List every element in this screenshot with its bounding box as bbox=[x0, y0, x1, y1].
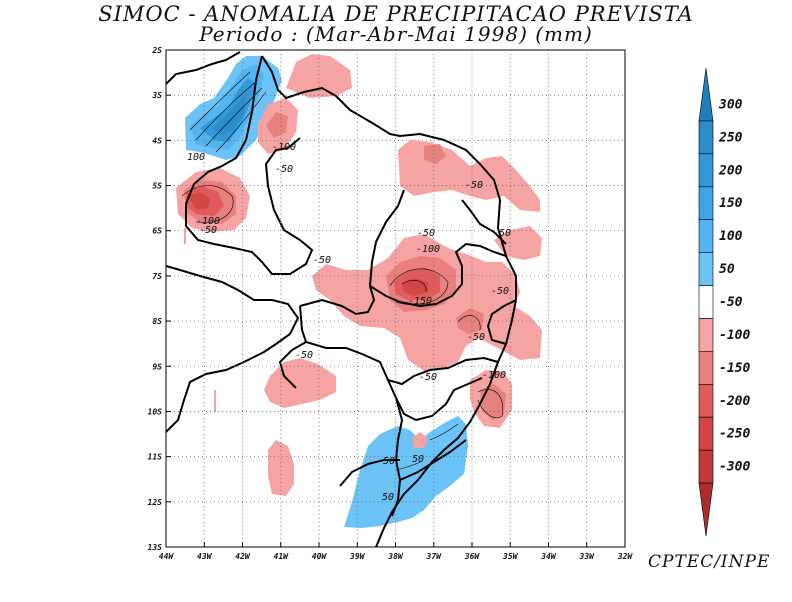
contour-label: -50 bbox=[419, 372, 437, 383]
lat-tick-label: 11S bbox=[148, 453, 163, 462]
lat-tick-label: 13S bbox=[148, 543, 163, 552]
contour-label: -50 bbox=[199, 225, 217, 236]
lon-tick-label: 37W bbox=[426, 552, 443, 561]
lat-tick-label: 7S bbox=[152, 272, 162, 281]
lon-tick-label: 41W bbox=[274, 552, 290, 561]
lat-tick-label: 8S bbox=[152, 317, 162, 326]
lat-tick-label: 10S bbox=[148, 407, 163, 416]
colorbar-label: -300 bbox=[719, 460, 750, 475]
lon-tick-label: 39W bbox=[349, 552, 366, 561]
map-title: SIMOC - ANOMALIA DE PRECIPITACAO PREVIST… bbox=[98, 2, 694, 26]
contour-label: -100 bbox=[416, 244, 440, 255]
negative-spur-3 bbox=[412, 432, 428, 448]
lat-tick-label: 4S bbox=[152, 136, 162, 145]
contour-label: 50 bbox=[412, 454, 424, 465]
lat-tick-label: 6S bbox=[152, 227, 162, 236]
contour-label: -50 bbox=[417, 228, 435, 239]
colorbar-segment bbox=[698, 285, 714, 319]
colorbar-label: -50 bbox=[719, 295, 743, 310]
negative-anomaly-ne bbox=[398, 140, 540, 212]
negative-anomaly-n2 bbox=[286, 54, 352, 98]
negative-anomaly-sw bbox=[264, 358, 336, 408]
lon-tick-label: 33W bbox=[579, 552, 596, 561]
contour-label: -50 bbox=[465, 180, 483, 191]
contour-label: -100 bbox=[272, 142, 296, 153]
lon-tick-label: 43W bbox=[197, 552, 213, 561]
contour-label: 50 bbox=[382, 492, 394, 503]
colorbar-label: -200 bbox=[719, 394, 750, 409]
lon-tick-label: 44W bbox=[159, 552, 175, 561]
lon-tick-label: 42W bbox=[235, 552, 251, 561]
colorbar-segment bbox=[698, 416, 714, 451]
colorbar-segment bbox=[698, 153, 714, 188]
colorbar-label: -100 bbox=[719, 328, 750, 343]
contour-label: -50 bbox=[313, 255, 331, 266]
lon-tick-label: 40W bbox=[312, 552, 328, 561]
negative-anomaly-e1 bbox=[494, 226, 542, 260]
colorbar: 300 250 200 150 100 50 -50 -100 -150 -200 -250 -300 bbox=[698, 67, 750, 537]
colorbar-label: -250 bbox=[719, 427, 750, 442]
lon-tick-label: 32W bbox=[617, 552, 634, 561]
negative-spur-1 bbox=[184, 228, 186, 244]
lat-tick-label: 3S bbox=[151, 91, 162, 100]
colorbar-segment bbox=[698, 120, 714, 155]
colorbar-label: 150 bbox=[719, 196, 743, 211]
positive-anomaly-nw-4 bbox=[212, 94, 246, 136]
colorbar-segment bbox=[698, 449, 714, 484]
map-subtitle: Periodo : (Mar-Abr-Mai 1998) (mm) bbox=[199, 22, 593, 46]
contour-label: -100 bbox=[482, 370, 506, 381]
lon-tick-label: 35W bbox=[502, 552, 519, 561]
negative-anomaly-s bbox=[268, 440, 294, 496]
contour-label: 100 bbox=[187, 152, 205, 163]
state-boundaries bbox=[166, 51, 517, 547]
colorbar-segment bbox=[698, 219, 714, 253]
lon-tick-label: 36W bbox=[464, 552, 481, 561]
contour-label: -50 bbox=[275, 164, 293, 175]
lat-tick-label: 5S bbox=[152, 182, 162, 191]
negative-spur-2 bbox=[214, 390, 216, 412]
colorbar-segment bbox=[698, 67, 714, 122]
colorbar-segment bbox=[698, 384, 714, 418]
negative-anomaly-w-4 bbox=[188, 192, 210, 210]
colorbar-label: -150 bbox=[719, 361, 750, 376]
lon-tick-label: 38W bbox=[387, 552, 404, 561]
lon-tick-label: 34W bbox=[540, 552, 557, 561]
credit-label: CPTEC/INPE bbox=[648, 552, 771, 572]
colorbar-segment bbox=[698, 186, 714, 220]
colorbar-label: 100 bbox=[719, 229, 743, 244]
lat-tick-label: 12S bbox=[148, 498, 163, 507]
colorbar-segment bbox=[698, 482, 714, 537]
lat-tick-label: 9S bbox=[152, 362, 162, 371]
positive-anomaly-south bbox=[344, 416, 468, 528]
contour-label: -150 bbox=[408, 296, 432, 307]
lat-tick-label: 2S bbox=[151, 46, 162, 55]
colorbar-segment bbox=[698, 351, 714, 385]
contour-label: -100 bbox=[196, 216, 220, 227]
colorbar-label: 300 bbox=[718, 97, 743, 112]
negative-anomaly-ne-2 bbox=[424, 144, 446, 164]
contour-label: -50 bbox=[491, 286, 509, 297]
colorbar-label: 250 bbox=[718, 130, 743, 145]
colorbar-segment bbox=[698, 252, 714, 286]
grid-lines bbox=[166, 50, 625, 547]
contour-label: -50 bbox=[377, 456, 395, 467]
colorbar-label: 50 bbox=[719, 262, 735, 277]
negative-anomaly-n1-2 bbox=[266, 112, 288, 138]
contour-label: -50 bbox=[295, 350, 313, 361]
colorbar-label: 200 bbox=[718, 163, 743, 178]
contour-label: -50 bbox=[493, 228, 511, 239]
contour-label: -50 bbox=[467, 332, 485, 343]
colorbar-segment bbox=[698, 318, 714, 352]
